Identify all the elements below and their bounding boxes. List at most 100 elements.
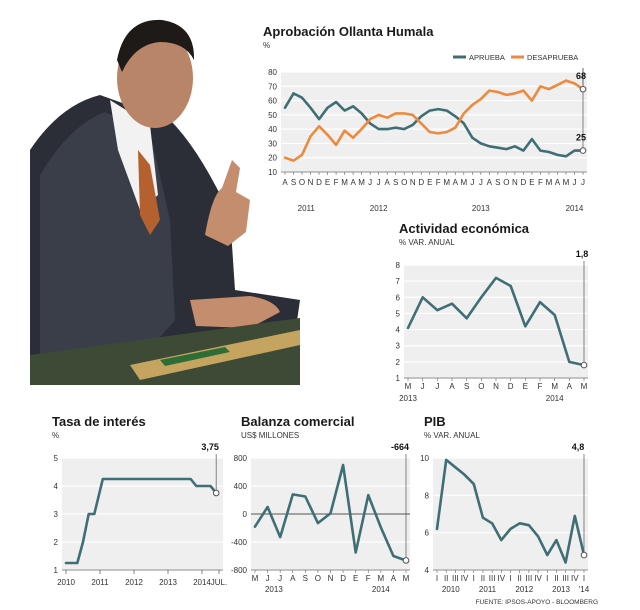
aprobacion-x-tick: N xyxy=(512,178,518,187)
actividad-x-tick: A xyxy=(567,382,573,391)
balanza-y-tick: -400 xyxy=(231,538,248,547)
aprobacion-x-tick: D xyxy=(521,178,527,187)
aprobacion-x-tick: F xyxy=(334,178,339,187)
actividad-x-tick: M xyxy=(551,382,558,391)
aprobacion-legend-label: DESAPRUEBA xyxy=(527,53,578,62)
actividad-unit: % VAR. ANUAL xyxy=(399,238,455,247)
actividad-y-tick: 1 xyxy=(396,374,401,383)
actividad-x-tick: S xyxy=(464,382,469,391)
aprobacion-x-tick: N xyxy=(308,178,314,187)
aprobacion-legend-label: APRUEBA xyxy=(469,53,505,62)
actividad-x-tick: F xyxy=(538,382,543,391)
balanza-x-tick: J xyxy=(278,574,282,583)
balanza-x-tick: A xyxy=(290,574,296,583)
balanza-chart: Balanza comercial US$ MILLONES -800 -400 0 40… xyxy=(231,414,410,594)
aprobacion-x-tick: M xyxy=(546,178,553,187)
aprobacion-x-tick: E xyxy=(427,178,432,187)
actividad-y-tick: 8 xyxy=(396,261,401,270)
aprobacion-x-tick: S xyxy=(495,178,500,187)
balanza-x-tick: M xyxy=(377,574,384,583)
balanza-y-tick: 800 xyxy=(234,454,248,463)
actividad-x-tick: J xyxy=(421,382,425,391)
balanza-year-label: 2013 xyxy=(265,585,283,594)
pib-last-point xyxy=(580,551,588,559)
actividad-y-tick: 5 xyxy=(396,309,401,318)
aprobacion-x-tick: E xyxy=(325,178,330,187)
actividad-y-tick: 4 xyxy=(396,326,401,335)
balanza-x-tick: J xyxy=(266,574,270,583)
balanza-year-label: 2014 xyxy=(372,585,390,594)
actividad-last-point xyxy=(580,361,588,369)
aprobacion-y-tick: 60 xyxy=(268,97,277,106)
pib-x-tick: III xyxy=(489,574,496,583)
pib-year-label: 2010 xyxy=(442,585,460,594)
aprobacion-title: Aprobación Ollanta Humala xyxy=(263,24,434,39)
tasa-chart: Tasa de interés% 1 2 3 4 5 2010 2011 2012 2013 201… xyxy=(52,414,227,587)
tasa-y-tick: 5 xyxy=(54,454,59,463)
tasa-title: Tasa de interés xyxy=(52,414,146,429)
aprobacion-year-label: 2012 xyxy=(370,204,388,213)
balanza-last-point xyxy=(402,557,410,564)
pib-x-tick: IV xyxy=(534,574,542,583)
aprobacion-unit: % xyxy=(263,41,270,50)
actividad-series-line xyxy=(406,276,586,367)
pib-plot-area xyxy=(433,458,588,570)
actividad-x-tick: E xyxy=(523,382,528,391)
pib-x-tick: IV xyxy=(498,574,506,583)
tasa-series-line xyxy=(64,477,218,565)
actividad-y-tick: 3 xyxy=(396,342,401,351)
actividad-x-tick: M xyxy=(581,382,588,391)
aprobacion-x-tick: J xyxy=(572,178,576,187)
balanza-series-line xyxy=(253,463,408,562)
aprobacion-year-label: 2014 xyxy=(566,204,584,213)
aprobacion-last-value: 25 xyxy=(576,133,586,143)
aprobacion-x-tick: M xyxy=(460,178,467,187)
tasa-x-tick: 2012 xyxy=(125,578,143,587)
tasa-last-value: 3,75 xyxy=(201,442,219,452)
pib-x-tick: III xyxy=(526,574,533,583)
aprobacion-x-tick: O xyxy=(503,178,509,187)
aprobacion-y-tick: 80 xyxy=(268,68,277,77)
aprobacion-year-label: 2013 xyxy=(472,204,490,213)
aprobacion-x-tick: F xyxy=(538,178,543,187)
aprobacion-last-value: 68 xyxy=(576,71,586,81)
aprobacion-series-line xyxy=(283,79,585,162)
aprobacion-y-tick: 10 xyxy=(268,168,277,177)
tasa-x-tick: 2011 xyxy=(91,578,109,587)
actividad-plot-area xyxy=(404,265,588,378)
actividad-x-tick: D xyxy=(508,382,514,391)
aprobacion-x-tick: S xyxy=(291,178,296,187)
balanza-x-tick: D xyxy=(340,574,346,583)
aprobacion-x-tick: N xyxy=(410,178,416,187)
actividad-title: Actividad económica xyxy=(399,221,530,236)
aprobacion-x-tick: D xyxy=(316,178,322,187)
tasa-x-tick: 2013 xyxy=(159,578,177,587)
actividad-x-tick: M xyxy=(405,382,412,391)
tasa-y-tick: 2 xyxy=(54,538,59,547)
pib-y-tick: 4 xyxy=(425,566,430,575)
balanza-y-tick: 0 xyxy=(243,510,248,519)
balanza-x-tick: M xyxy=(403,574,410,583)
aprobacion-x-tick: M xyxy=(358,178,365,187)
pib-x-tick: II xyxy=(444,574,448,583)
balanza-title: Balanza comercial xyxy=(241,414,354,429)
actividad-y-tick: 2 xyxy=(396,358,401,367)
pib-unit: % VAR. ANUAL xyxy=(424,431,480,440)
actividad-y-tick: 6 xyxy=(396,293,401,302)
pib-year-label: 2012 xyxy=(515,585,533,594)
aprobacion-x-tick: S xyxy=(393,178,398,187)
tasa-y-tick: 1 xyxy=(54,566,59,575)
aprobacion-x-tick: M xyxy=(443,178,450,187)
aprobacion-x-tick: J xyxy=(368,178,372,187)
balanza-last-value: -664 xyxy=(391,442,409,452)
aprobacion-chart: Aprobación Ollanta Humala% 10 20 30 40 50 60 70… xyxy=(263,24,587,213)
aprobacion-x-tick: D xyxy=(418,178,424,187)
aprobacion-plot-area xyxy=(281,72,587,172)
balanza-x-tick: M xyxy=(252,574,259,583)
aprobacion-x-tick: J xyxy=(377,178,381,187)
source-note: FUENTE: IPSOS-APOYO - BLOOMBERG xyxy=(476,599,598,606)
pib-x-tick: II xyxy=(481,574,485,583)
aprobacion-series-line xyxy=(283,92,585,158)
tasa-y-tick: 4 xyxy=(54,482,59,491)
